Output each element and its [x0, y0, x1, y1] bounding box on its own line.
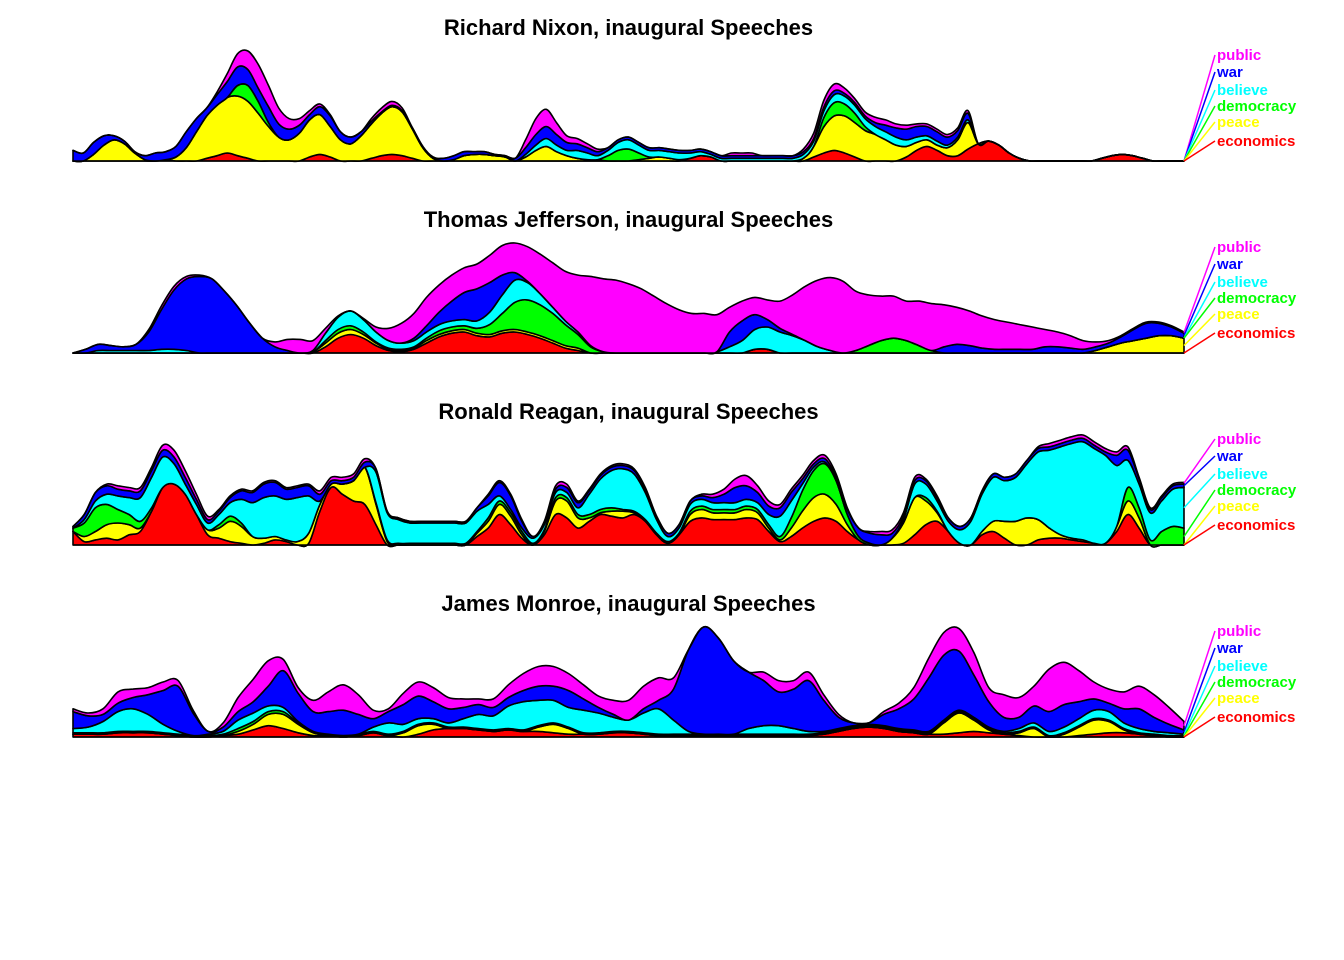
legend-label-peace: peace: [1217, 498, 1260, 515]
legend-label-believe: believe: [1217, 658, 1268, 675]
legend-label-peace: peace: [1217, 306, 1260, 323]
chart-title: James Monroe, inaugural Speeches: [441, 591, 815, 616]
chart-panel-4: James Monroe, inaugural Speeches publicwa…: [72, 591, 1297, 739]
legend-connector-economics: [1183, 524, 1216, 546]
legend-label-economics: economics: [1217, 517, 1295, 534]
legend-connector-peace: [1183, 121, 1216, 162]
legend-connector-peace: [1183, 697, 1216, 738]
legend-label-public: public: [1217, 431, 1261, 448]
legend-connector-economics: [1183, 332, 1216, 354]
legend-connector-democracy: [1183, 297, 1216, 339]
legend-label-democracy: democracy: [1217, 290, 1297, 307]
legend-label-democracy: democracy: [1217, 98, 1297, 115]
legend-label-believe: believe: [1217, 82, 1268, 99]
chart-title: Thomas Jefferson, inaugural Speeches: [424, 207, 834, 232]
legend-label-public: public: [1217, 239, 1261, 256]
legend-label-war: war: [1216, 64, 1243, 81]
chart-panel-3: Ronald Reagan, inaugural Speeches publicw…: [72, 399, 1297, 548]
legend-connector-economics: [1183, 140, 1216, 162]
legend-label-war: war: [1216, 256, 1243, 273]
legend-connector-democracy: [1183, 489, 1216, 537]
legend-label-peace: peace: [1217, 114, 1260, 131]
legend-connector-democracy: [1183, 105, 1216, 162]
chart-panel-1: Richard Nixon, inaugural Speeches publicw…: [72, 15, 1297, 163]
legend-label-peace: peace: [1217, 690, 1260, 707]
chart-title: Ronald Reagan, inaugural Speeches: [438, 399, 818, 424]
area-public: [72, 434, 1185, 538]
legend-label-believe: believe: [1217, 466, 1268, 483]
chart-panel-2: Thomas Jefferson, inaugural Speeches publ…: [72, 207, 1297, 355]
legend-label-democracy: democracy: [1217, 482, 1297, 499]
legend-label-believe: believe: [1217, 274, 1268, 291]
legend-connector-believe: [1183, 89, 1216, 162]
legend-connector-believe: [1183, 281, 1216, 339]
legend-connector-believe: [1183, 473, 1216, 509]
chart-title: Richard Nixon, inaugural Speeches: [444, 15, 813, 40]
legend-connector-public: [1183, 246, 1216, 333]
legend-connector-believe: [1183, 665, 1216, 736]
legend-label-economics: economics: [1217, 325, 1295, 342]
legend-connector-peace: [1183, 505, 1216, 546]
legend-connector-public: [1183, 54, 1216, 162]
legend-connector-war: [1183, 647, 1216, 733]
legend-connector-war: [1183, 455, 1216, 487]
legend-label-war: war: [1216, 640, 1243, 657]
legend-connector-peace: [1183, 313, 1216, 347]
legend-connector-public: [1183, 438, 1216, 484]
legend-connector-economics: [1183, 716, 1216, 738]
legend-connector-public: [1183, 630, 1216, 726]
legend-label-public: public: [1217, 47, 1261, 64]
legend-connector-war: [1183, 71, 1216, 162]
legend-label-war: war: [1216, 448, 1243, 465]
legend-label-democracy: democracy: [1217, 674, 1297, 691]
legend-label-economics: economics: [1217, 133, 1295, 150]
legend-label-economics: economics: [1217, 709, 1295, 726]
legend-connector-democracy: [1183, 681, 1216, 737]
legend-label-public: public: [1217, 623, 1261, 640]
legend-connector-war: [1183, 263, 1216, 336]
